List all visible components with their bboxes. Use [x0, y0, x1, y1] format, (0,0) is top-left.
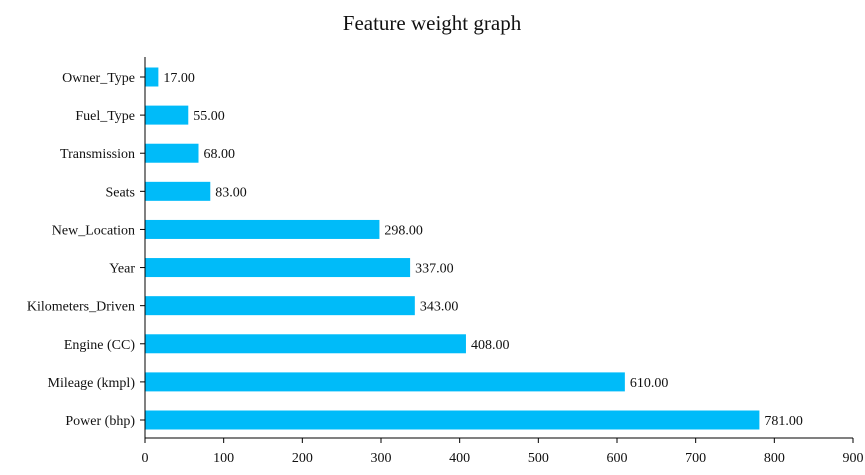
bar: [145, 372, 625, 392]
category-label: Fuel_Type: [75, 109, 135, 124]
value-label: 68.00: [203, 147, 235, 162]
x-tick-label: 100: [213, 451, 234, 466]
x-tick-label: 700: [685, 451, 706, 466]
category-label: Mileage (kmpl): [48, 376, 136, 391]
axes: 0 100 200 300 400 500 600 700 800 900: [140, 57, 864, 466]
value-label: 17.00: [163, 71, 195, 86]
x-tick-label: 800: [764, 451, 785, 466]
value-label: 610.00: [630, 376, 669, 391]
value-label: 83.00: [215, 185, 247, 200]
x-tick-label: 0: [142, 451, 149, 466]
value-label: 343.00: [420, 300, 459, 315]
x-tick-label: 200: [292, 451, 313, 466]
value-label: 781.00: [764, 414, 803, 429]
category-labels: Owner_Type Fuel_Type Transmission Seats New_…: [27, 71, 135, 429]
bar: [145, 334, 466, 354]
bar: [145, 67, 159, 87]
category-label: Power (bhp): [65, 414, 135, 429]
bar: [145, 181, 211, 201]
bar: [145, 258, 411, 278]
category-label: Kilometers_Driven: [27, 300, 135, 315]
x-tick-label: 600: [607, 451, 628, 466]
chart-title: Feature weight graph: [343, 11, 522, 35]
bar: [145, 410, 760, 430]
x-tick-label: 300: [371, 451, 392, 466]
category-label: Transmission: [60, 147, 135, 162]
bar: [145, 296, 415, 316]
value-labels: 17.00 55.00 68.00 83.00 298.00 337.00 343.00 40…: [163, 71, 803, 429]
category-label: Owner_Type: [62, 71, 135, 86]
value-label: 408.00: [471, 338, 510, 353]
bars-group: [145, 67, 760, 430]
category-label: Engine (CC): [64, 338, 135, 353]
value-label: 55.00: [193, 109, 225, 124]
x-tick-label: 400: [449, 451, 470, 466]
bar: [145, 219, 380, 239]
bar: [145, 143, 199, 163]
value-label: 298.00: [384, 223, 423, 238]
x-tick-label: 900: [843, 451, 864, 466]
category-label: New_Location: [52, 223, 135, 238]
category-label: Seats: [105, 185, 135, 200]
x-tick-label: 500: [528, 451, 549, 466]
bar: [145, 105, 189, 125]
value-label: 337.00: [415, 262, 454, 277]
category-label: Year: [109, 262, 135, 277]
